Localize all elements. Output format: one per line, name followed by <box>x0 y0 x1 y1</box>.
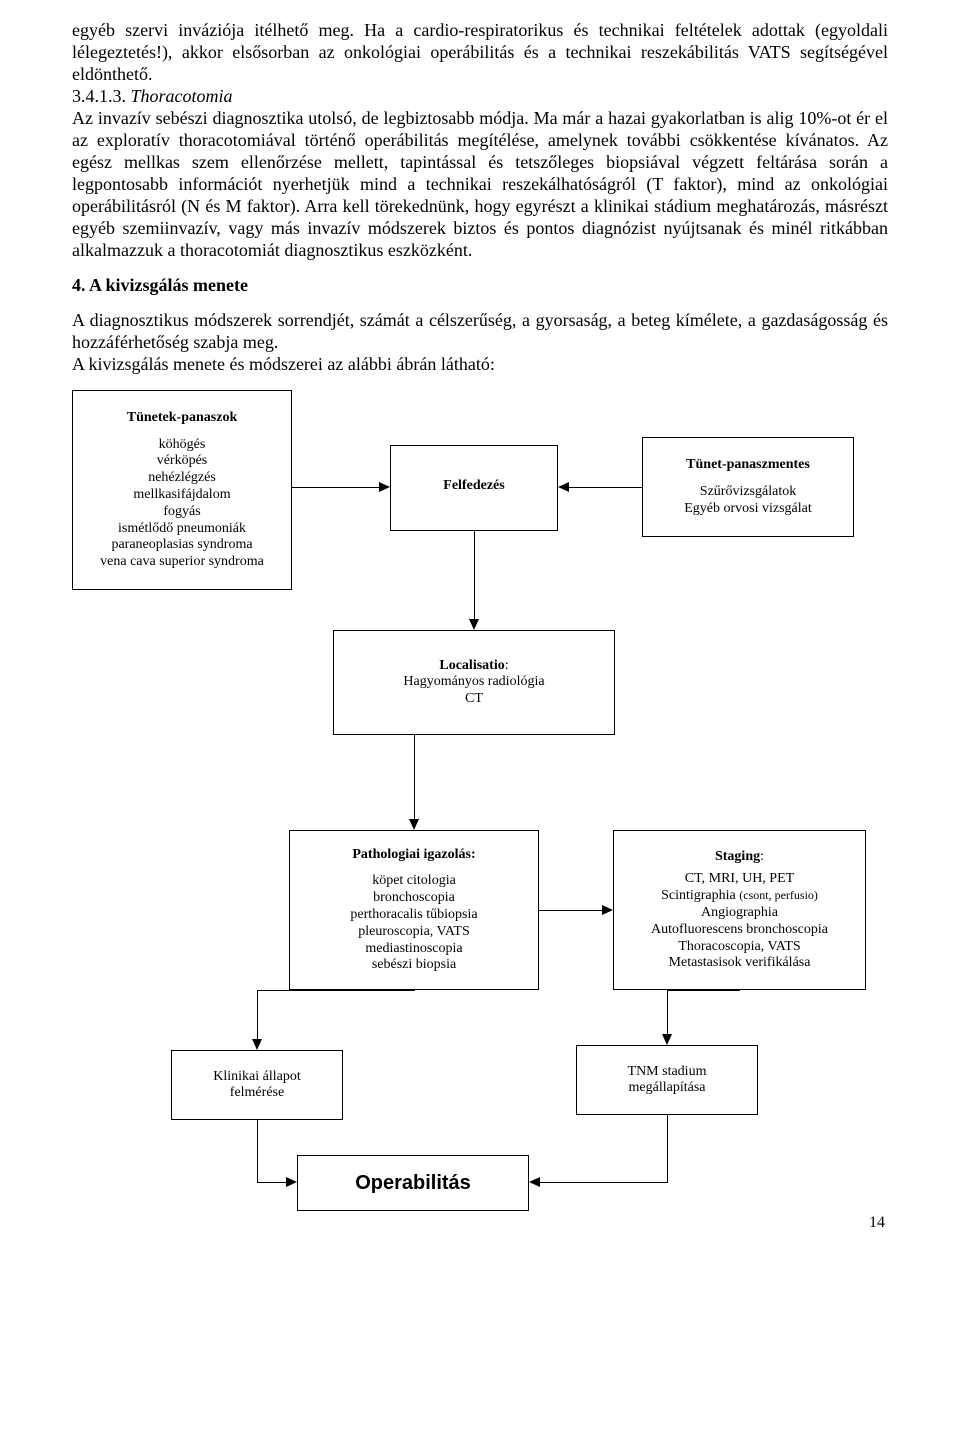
node-line: nehézlégzés <box>148 470 216 487</box>
arrow-head-icon <box>252 1039 262 1050</box>
text: (csont, perfusio) <box>739 888 818 902</box>
node-line: mellkasifájdalom <box>133 487 230 504</box>
node-line: vérköpés <box>157 453 208 470</box>
node-tnm: TNM stadium megállapítása <box>576 1045 758 1115</box>
node-localisation: Localisatio: Hagyományos radiológia CT <box>333 630 615 735</box>
colon: : <box>760 849 764 864</box>
arrow-head-icon <box>662 1034 672 1045</box>
edge <box>667 990 739 991</box>
edge <box>257 990 414 991</box>
node-line: Metastasisok verifikálása <box>669 955 811 972</box>
flowchart: Tünetek-panaszok köhögés vérköpés nehézl… <box>72 390 888 1220</box>
node-title: Pathologiai igazolás: <box>352 847 475 864</box>
text: 3.4.1.3. <box>72 86 131 106</box>
node-line: CT, MRI, UH, PET <box>685 871 794 888</box>
node-clinical: Klinikai állapot felmérése <box>171 1050 343 1120</box>
node-line: vena cava superior syndroma <box>100 554 264 571</box>
node-title-row: Staging: <box>715 849 764 866</box>
node-line: megállapítása <box>629 1080 706 1097</box>
edge <box>667 1115 668 1183</box>
node-line: Scintigraphia (csont, perfusio) <box>661 888 818 905</box>
node-line: bronchoscopia <box>373 890 455 907</box>
node-line: Hagyományos radiológia <box>403 674 544 691</box>
edge <box>474 531 475 619</box>
edge <box>739 990 740 991</box>
text: egyéb szervi inváziója itélhető meg. Ha … <box>72 20 888 84</box>
node-line: CT <box>465 691 483 708</box>
edge <box>667 990 668 1035</box>
subsection-title: Thoracotomia <box>131 86 233 106</box>
colon: : <box>505 658 509 673</box>
node-asymptomatic: Tünet-panaszmentes Szűrővizsgálatok Egyé… <box>642 437 854 537</box>
arrow-head-icon <box>602 905 613 915</box>
node-line: pleuroscopia, VATS <box>358 924 469 941</box>
page: egyéb szervi inváziója itélhető meg. Ha … <box>0 0 960 1240</box>
edge <box>539 910 602 911</box>
node-line: Autofluorescens bronchoscopia <box>651 922 828 939</box>
node-line: Szűrővizsgálatok <box>700 484 796 501</box>
node-pathology: Pathologiai igazolás: köpet citologia br… <box>289 830 539 990</box>
paragraph: A diagnosztikus módszerek sorrendjét, sz… <box>72 310 888 376</box>
paragraph: egyéb szervi inváziója itélhető meg. Ha … <box>72 20 888 261</box>
node-line: mediastinoscopia <box>365 941 462 958</box>
node-line: felmérése <box>230 1085 284 1102</box>
edge <box>540 1182 668 1183</box>
arrow-head-icon <box>469 619 479 630</box>
node-title: Localisatio <box>439 658 504 673</box>
node-line: Thoracoscopia, VATS <box>678 939 800 956</box>
edge <box>414 990 415 991</box>
text: Az invazív sebészi diagnosztika utolsó, … <box>72 108 888 260</box>
node-title: Staging <box>715 849 760 864</box>
node-symptoms: Tünetek-panaszok köhögés vérköpés nehézl… <box>72 390 292 590</box>
node-line: Klinikai állapot <box>213 1069 300 1086</box>
edge <box>257 990 258 1040</box>
node-line: köhögés <box>159 437 206 454</box>
node-line: TNM stadium <box>628 1064 707 1081</box>
node-title: Tünet-panaszmentes <box>686 457 810 474</box>
section-heading: 4. A kivizsgálás menete <box>72 275 888 296</box>
node-discovery: Felfedezés <box>390 445 558 531</box>
edge <box>569 487 642 488</box>
arrow-head-icon <box>529 1177 540 1187</box>
node-title: Felfedezés <box>443 478 504 495</box>
text: Scintigraphia <box>661 888 739 903</box>
node-line: fogyás <box>163 504 200 521</box>
node-line: paraneoplasias syndroma <box>111 537 252 554</box>
node-line: perthoracalis tűbiopsia <box>350 907 477 924</box>
node-title: Tünetek-panaszok <box>127 410 237 427</box>
node-staging: Staging: CT, MRI, UH, PET Scintigraphia … <box>613 830 866 990</box>
edge <box>292 487 379 488</box>
node-line: Egyéb orvosi vizsgálat <box>684 501 812 518</box>
edge <box>257 1182 286 1183</box>
arrow-head-icon <box>379 482 390 492</box>
node-line: köpet citologia <box>372 873 456 890</box>
arrow-head-icon <box>409 819 419 830</box>
arrow-head-icon <box>558 482 569 492</box>
node-line: Angiographia <box>701 905 778 922</box>
node-line: ismétlődő pneumoniák <box>118 521 246 538</box>
edge <box>257 1120 258 1183</box>
edge <box>414 735 415 820</box>
node-line: sebészi biopsia <box>372 957 456 974</box>
page-number: 14 <box>869 1214 885 1232</box>
node-title-row: Localisatio: <box>439 658 508 675</box>
text: A diagnosztikus módszerek sorrendjét, sz… <box>72 310 888 352</box>
node-operability: Operabilitás <box>297 1155 529 1211</box>
text: A kivizsgálás menete és módszerei az alá… <box>72 354 495 374</box>
arrow-head-icon <box>286 1177 297 1187</box>
node-label: Operabilitás <box>355 1171 471 1195</box>
